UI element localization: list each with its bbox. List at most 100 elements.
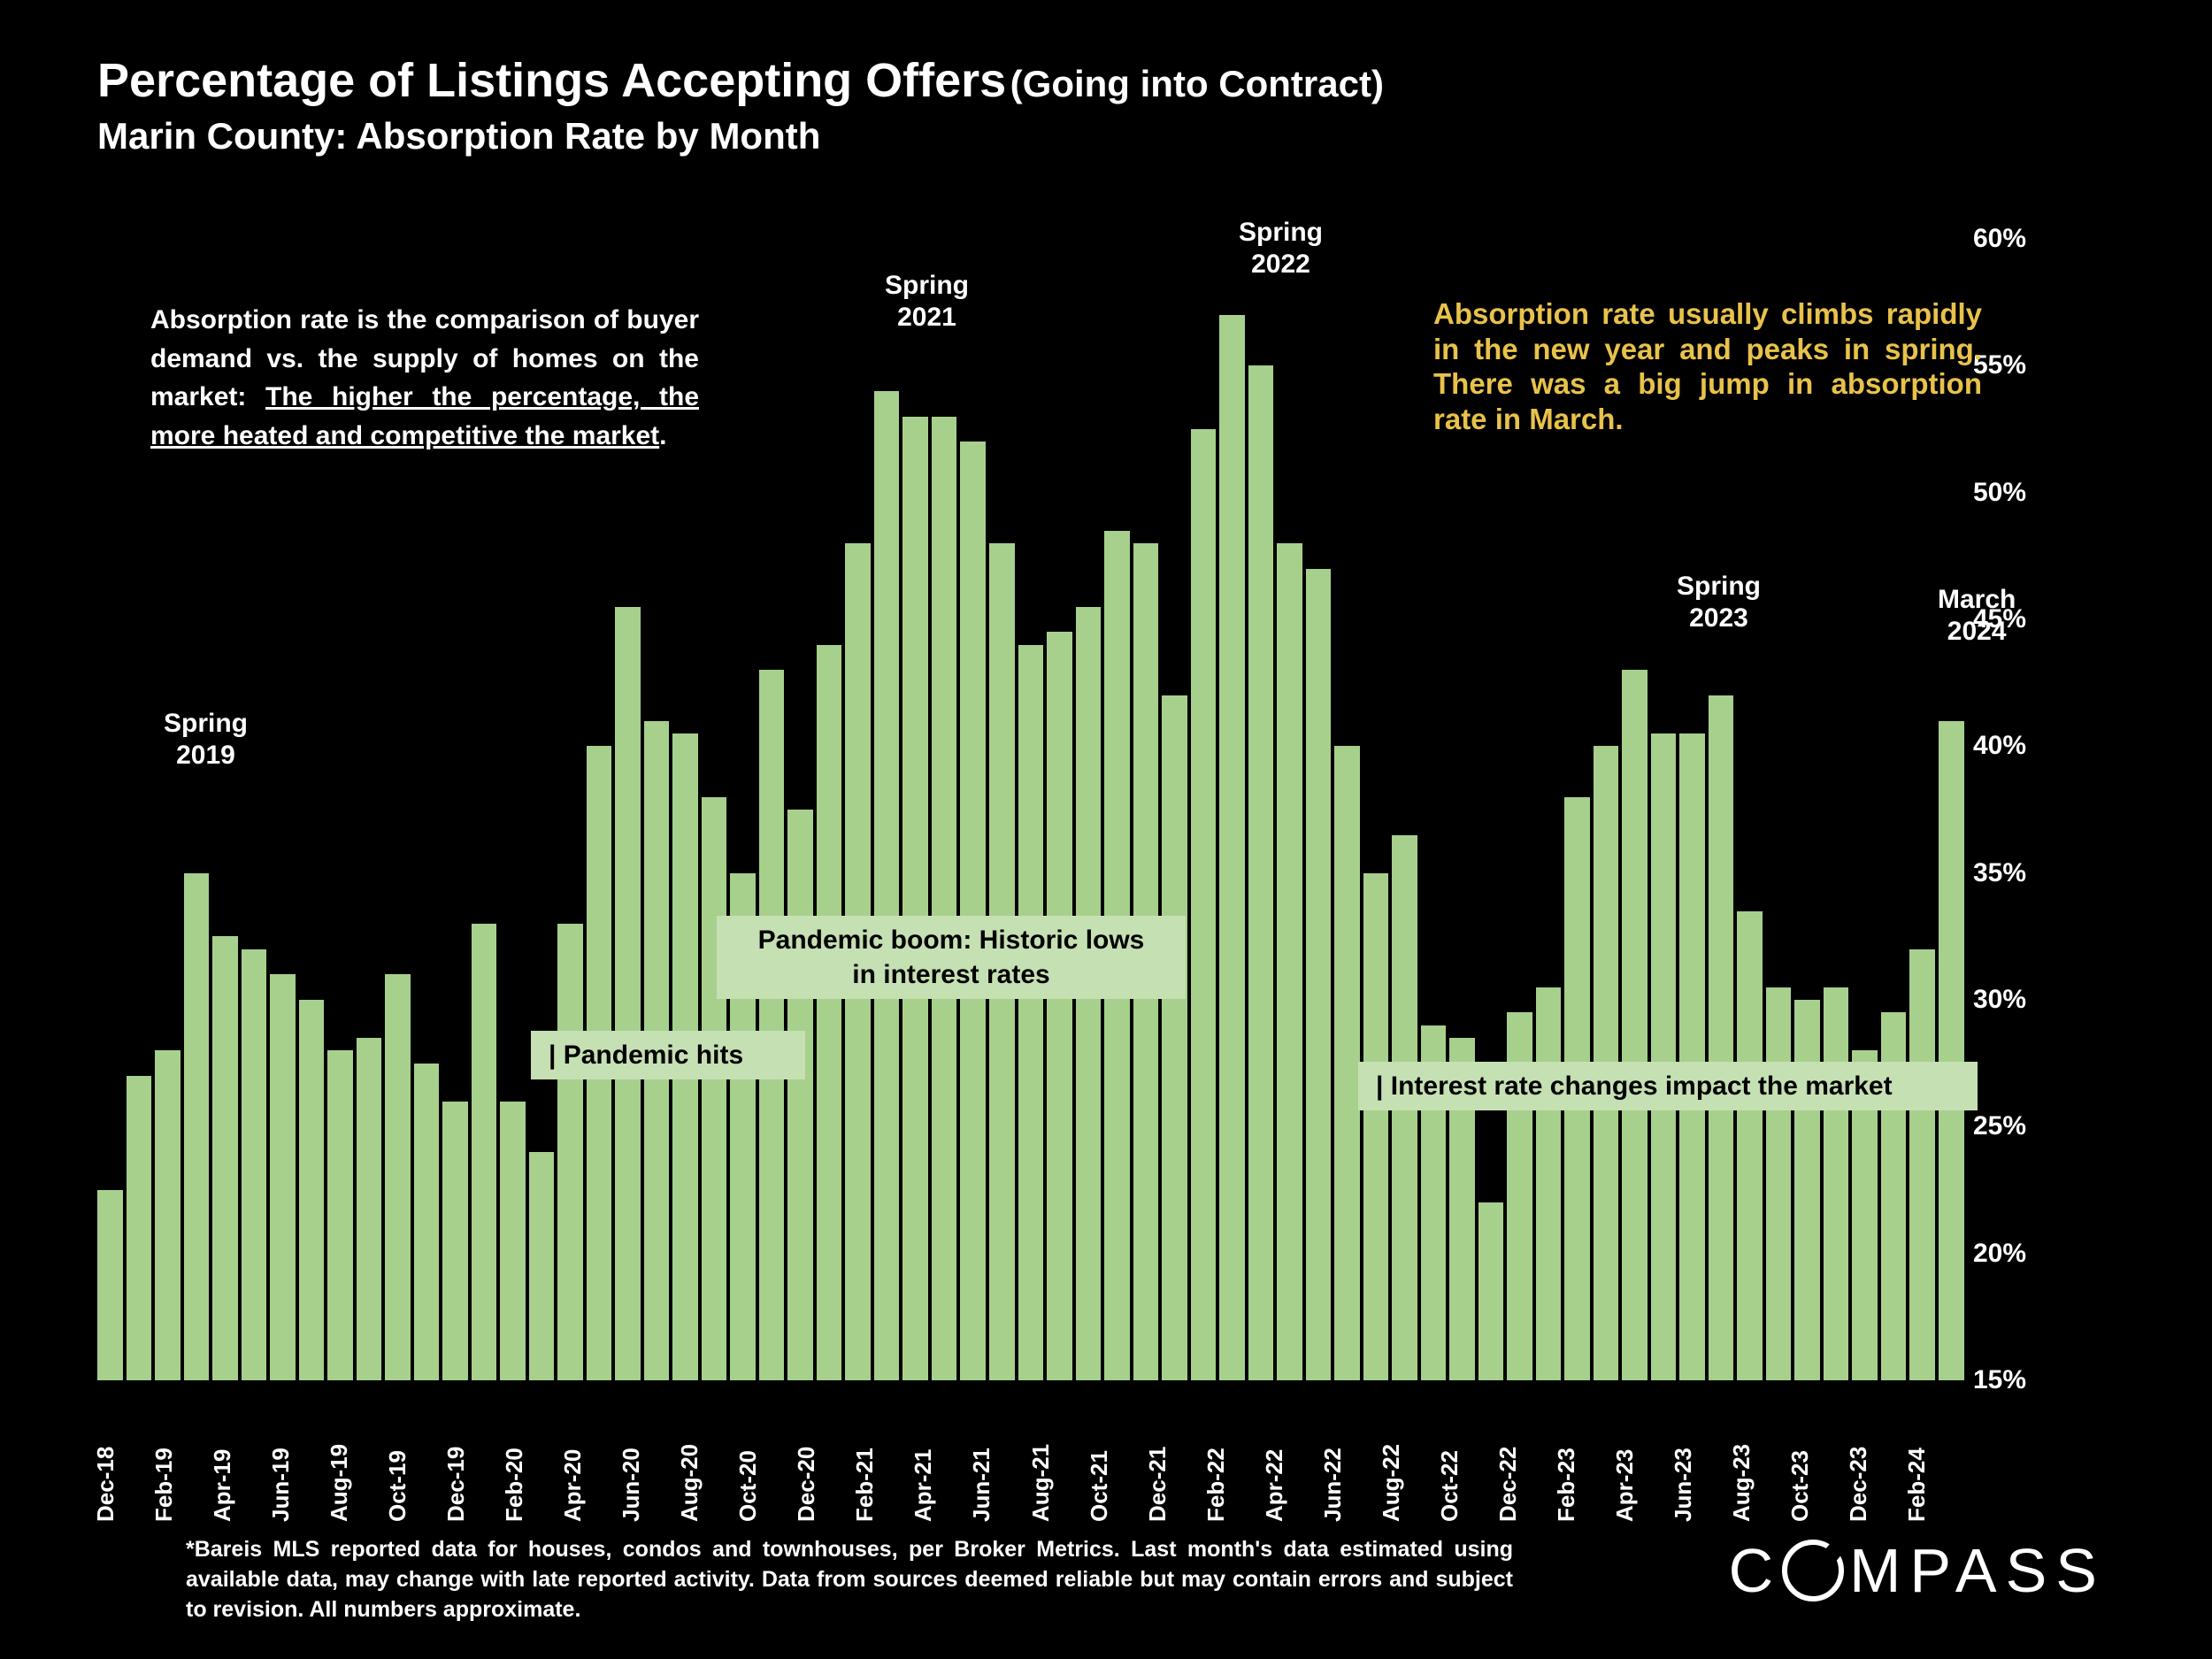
bar — [1191, 429, 1217, 1380]
logo-letter-c: C — [1729, 1535, 1783, 1606]
annotation-spring-2021: Spring2021 — [885, 270, 969, 334]
x-tick-label: Dec-23 — [1845, 1447, 1872, 1522]
bar — [357, 1038, 382, 1380]
footnote: *Bareis MLS reported data for houses, co… — [186, 1535, 1513, 1624]
bar — [702, 797, 727, 1380]
x-tick-label: Oct-21 — [1086, 1450, 1113, 1522]
x-tick-label: Dec-20 — [793, 1447, 820, 1522]
x-tick-label: Apr-19 — [209, 1449, 236, 1522]
bar — [97, 1190, 123, 1380]
y-tick-label: 30% — [1973, 985, 2026, 1015]
bar — [242, 949, 267, 1380]
bar — [615, 607, 641, 1380]
annotation-spring-2023: Spring2023 — [1677, 571, 1761, 634]
y-axis: 15%20%25%30%35%40%45%50%55%60% — [1973, 239, 2079, 1380]
y-tick-label: 40% — [1973, 731, 2026, 761]
bar — [1794, 1000, 1820, 1380]
bar — [1363, 873, 1389, 1380]
bar — [1536, 987, 1562, 1380]
annotation-description-right: Absorption rate usually climbs rapidly i… — [1433, 296, 1982, 436]
x-tick-label: Oct-22 — [1436, 1450, 1463, 1522]
x-tick-label: Feb-23 — [1553, 1448, 1580, 1522]
x-tick-label: Feb-19 — [150, 1448, 178, 1522]
bar — [1709, 695, 1734, 1380]
x-tick-label: Aug-23 — [1728, 1444, 1755, 1522]
y-tick-label: 50% — [1973, 478, 2026, 508]
callout-pandemic-boom: Pandemic boom: Historic lowsin interest … — [717, 916, 1186, 999]
bar — [787, 810, 813, 1380]
x-tick-label: Apr-21 — [910, 1449, 937, 1522]
bar — [902, 417, 928, 1380]
x-tick-label: Dec-21 — [1144, 1447, 1171, 1522]
x-tick-label: Feb-22 — [1202, 1448, 1230, 1522]
y-tick-label: 15% — [1973, 1365, 2026, 1395]
y-tick-label: 20% — [1973, 1239, 2026, 1269]
x-tick-label: Aug-21 — [1027, 1444, 1055, 1522]
bar — [1679, 733, 1705, 1380]
x-tick-label: Feb-20 — [501, 1448, 528, 1522]
title-main: Percentage of Listings Accepting Offers — [97, 54, 1006, 107]
y-tick-label: 25% — [1973, 1111, 2026, 1141]
compass-ring-icon — [1782, 1540, 1844, 1601]
x-tick-label: Oct-23 — [1786, 1450, 1814, 1522]
x-tick-label: Dec-18 — [92, 1447, 119, 1522]
subtitle: Marin County: Absorption Rate by Month — [97, 115, 1384, 157]
bar — [960, 442, 986, 1380]
bar — [442, 1102, 468, 1380]
bar — [500, 1102, 526, 1380]
x-axis-labels: Dec-18Feb-19Apr-19Jun-19Aug-19Oct-19Dec-… — [97, 1389, 1964, 1522]
bar — [327, 1050, 353, 1380]
bar — [1306, 569, 1332, 1380]
x-tick-label: Oct-20 — [734, 1450, 762, 1522]
bar — [472, 924, 497, 1380]
bar — [1939, 721, 1964, 1380]
x-tick-label: Feb-24 — [1903, 1448, 1931, 1522]
bar — [155, 1050, 180, 1380]
bar — [299, 1000, 325, 1380]
annotation-spring-2022: Spring2022 — [1239, 217, 1323, 280]
x-tick-label: Aug-19 — [326, 1444, 353, 1522]
x-tick-label: Aug-20 — [676, 1444, 703, 1522]
bar — [1334, 746, 1360, 1380]
compass-logo: C MPASS — [1729, 1535, 2106, 1606]
callout-pandemic-hits: | Pandemic hits — [531, 1031, 805, 1079]
bar — [557, 924, 583, 1380]
bar — [874, 391, 900, 1380]
x-tick-label: Dec-19 — [442, 1447, 470, 1522]
x-tick-label: Jun-23 — [1670, 1448, 1697, 1522]
bar — [529, 1152, 555, 1380]
bar — [817, 645, 842, 1380]
bar — [1766, 987, 1792, 1380]
bar — [1162, 695, 1187, 1380]
callout-interest-rate: | Interest rate changes impact the marke… — [1358, 1062, 1978, 1110]
bar — [1622, 670, 1647, 1380]
bar — [1824, 987, 1849, 1380]
bar — [414, 1064, 440, 1380]
annotation-description-left: Absorption rate is the comparison of buy… — [150, 301, 699, 455]
page-title: Percentage of Listings Accepting Offers … — [97, 53, 1384, 108]
x-tick-label: Oct-19 — [384, 1450, 411, 1522]
title-block: Percentage of Listings Accepting Offers … — [97, 53, 1384, 157]
x-tick-label: Feb-21 — [851, 1448, 879, 1522]
bar — [385, 974, 411, 1380]
bar — [1277, 543, 1302, 1380]
bar — [1018, 645, 1044, 1380]
logo-letters: MPASS — [1849, 1535, 2106, 1606]
annotation-march-2024: March2024 — [1938, 584, 2016, 648]
x-tick-label: Apr-20 — [559, 1449, 587, 1522]
bar — [127, 1076, 152, 1380]
x-tick-label: Aug-22 — [1378, 1444, 1405, 1522]
annotation-spring-2019: Spring2019 — [164, 708, 248, 772]
bar — [1047, 632, 1072, 1380]
x-tick-label: Jun-20 — [618, 1448, 645, 1522]
bar — [212, 936, 238, 1380]
bar — [759, 670, 785, 1380]
bar — [1248, 365, 1274, 1380]
bar — [184, 873, 210, 1380]
x-tick-label: Jun-22 — [1319, 1448, 1347, 1522]
title-sub-inline: (Going into Contract) — [1010, 63, 1384, 104]
bar — [1909, 949, 1935, 1380]
x-tick-label: Dec-22 — [1494, 1447, 1522, 1522]
x-tick-label: Jun-21 — [968, 1448, 995, 1522]
y-tick-label: 60% — [1973, 224, 2026, 254]
